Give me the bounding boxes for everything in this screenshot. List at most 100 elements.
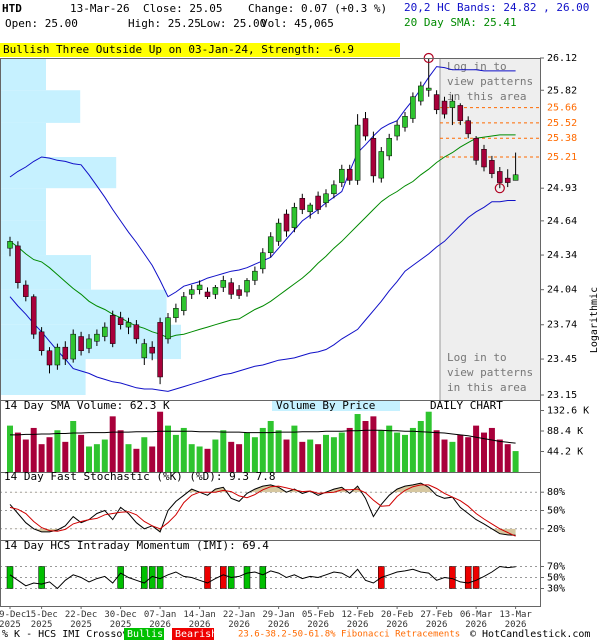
volume-bar [488,427,495,472]
volume-bar [362,420,369,472]
legend-fib: 23.6-38.2-50-61.8% Fibonacci Retracement… [238,630,460,640]
y-tick-label: 25.82 [547,85,577,96]
notice-box [440,58,540,400]
candle-body [370,137,377,177]
legend-bearish: Bearish [175,629,217,640]
y-tick-label: 20% [547,524,565,535]
volume-bar [109,416,116,472]
volume: Vol: 45,065 [261,17,334,30]
volume-bar [330,437,337,472]
volume-bar [307,439,314,472]
candle-body [220,280,227,288]
volume-bar [196,446,203,472]
candle-body [244,280,250,293]
change: Change: 0.07 (+0.3 %) [248,2,387,15]
x-tick-label: 20-Feb 2026 [380,610,414,630]
bullish-signal [243,566,251,589]
candle-body [386,137,392,157]
candle-body [449,100,456,108]
volume-bar [315,444,322,472]
notice-line: Log in to [447,351,507,364]
close: Close: 25.05 [143,2,222,15]
x-tick-label: 06-Mar 2026 [459,610,493,630]
candle-body [54,346,61,366]
candle-body [275,222,282,242]
y-tick-label: 24.64 [547,216,577,227]
volume-bar [251,437,258,472]
x-tick-label: 09-Dec 2025 [0,610,27,630]
volume-bar [417,420,424,472]
axis-label: Logarithmic [589,287,600,353]
candle-body [354,124,361,181]
volume-bar [512,451,519,472]
candle-body [38,331,45,351]
candle-body [236,289,242,296]
volume-bar [465,437,472,472]
candle-body [15,245,21,283]
candle-body [165,317,171,340]
volume-bar [22,439,29,472]
candle-body [465,120,471,135]
date: 13-Mar-26 [70,2,130,15]
candle-body [196,284,203,290]
candle-body [62,346,69,360]
legend-bullish-bg [124,628,164,640]
candle-body [457,105,464,121]
candle-body [181,296,187,311]
volume-bar [54,430,61,472]
volume-bar [370,416,377,472]
y-tick-label: 50% [547,506,565,517]
open: Open: 25.00 [5,17,78,30]
x-tick-label: 27-Feb 2026 [420,610,453,630]
candle-body [394,124,400,137]
panel-title: 14 Day HCS Intraday Momentum (IMI): 69.4 [4,539,269,552]
overbought-shade [187,483,434,493]
candle-body [23,284,29,297]
candle-body [346,168,353,181]
candle-body [481,149,487,168]
candle-body [402,116,408,128]
y-tick-label: 80% [547,487,565,498]
y-tick-label: 50% [547,573,565,584]
fib-label: 25.38 [547,133,577,144]
volume-bar [125,444,132,472]
candle-body [141,343,148,359]
candle-body [157,322,163,378]
bullish-signal [38,566,45,589]
volume-bar [30,427,37,472]
data-layer [7,52,540,590]
x-tick-label: 07-Jan 2026 [143,610,177,630]
volume-bar [354,414,361,472]
volume-bar [180,427,187,472]
volume-bar [149,446,156,472]
candle-body [378,151,385,179]
panel-title: 14 Day SMA Volume: 62.3 K [4,399,170,412]
volume-bar [346,427,353,472]
volume-bar [62,441,69,472]
candle-body [149,346,155,354]
notice-line: view patterns [447,366,533,379]
x-tick-label: 14-Jan 2026 [183,610,216,630]
y-tick-label: 70% [547,562,565,573]
volume-bar [259,427,266,472]
volume-bar [457,434,464,472]
volume-bar [496,439,503,472]
candle-body [267,236,274,254]
candle-body [7,241,13,249]
volume-bar [228,441,235,472]
candle-body [315,195,321,210]
bullish-signal [6,566,14,589]
candle-body [173,308,179,318]
candle-body [331,184,337,195]
volume-by-price-bar [1,359,86,395]
candle-body [260,252,266,270]
x-tick-label: 22-Dec 2025 [64,610,98,630]
volume-bar [244,432,250,472]
candle-body [252,270,258,281]
candle-body [425,87,432,91]
volume-by-price-bar [1,220,46,256]
x-tick-label: 30-Dec 2025 [104,610,137,630]
candle-body [46,350,53,366]
candle-body [133,324,140,340]
y-tick-label: 132.6 K [547,406,589,417]
